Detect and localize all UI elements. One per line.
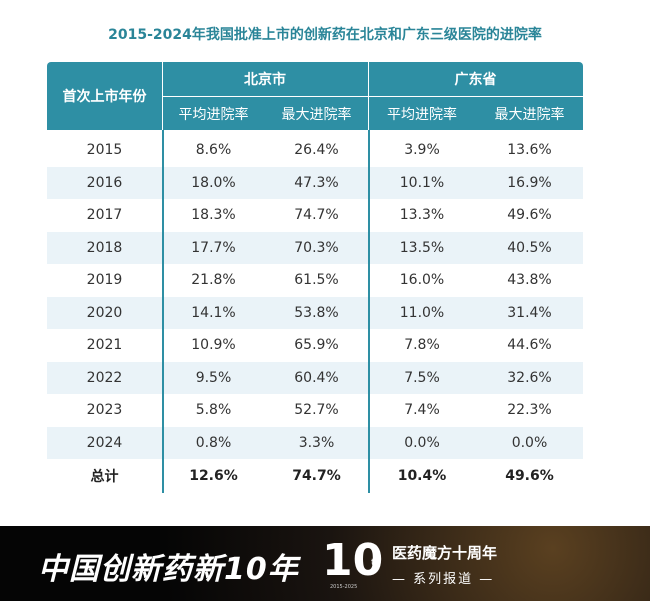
- table-cell: 70.3%: [294, 239, 339, 256]
- total-cell: 74.7%: [292, 468, 341, 484]
- table-cell: 3.9%: [404, 142, 440, 159]
- divider: [162, 96, 583, 97]
- logo-years: 2015-2025: [330, 584, 358, 590]
- table-cell: 47.3%: [294, 174, 339, 191]
- table-cell: 43.8%: [507, 272, 552, 289]
- table-cell: 16.0%: [399, 272, 445, 289]
- brand: 医药魔方十周年: [392, 544, 498, 562]
- table-cell: 10.1%: [399, 174, 445, 191]
- series: — 系列报道 —: [392, 572, 495, 587]
- sub-header: 平均进院率: [387, 106, 457, 123]
- row-bg: [47, 166, 583, 199]
- table-cell: 8.6%: [195, 142, 232, 159]
- table-cell: 2020: [86, 304, 123, 321]
- table-cell: 22.3%: [507, 402, 552, 419]
- table-cell: 13.6%: [507, 142, 552, 159]
- title: 2015-2024年我国批准上市的创新药在北京和广东三级医院的进院率: [108, 27, 542, 43]
- header-cell: 首次上市年份: [62, 89, 147, 105]
- table-cell: 0.8%: [195, 434, 232, 451]
- table-cell: 2017: [86, 207, 123, 224]
- sub-header: 最大进院率: [281, 106, 352, 123]
- table-cell: 44.6%: [507, 337, 552, 354]
- table-cell: 53.8%: [294, 304, 339, 321]
- group-header: 广东省: [454, 72, 497, 88]
- table-cell: 65.9%: [294, 337, 339, 354]
- table-cell: 2021: [86, 337, 123, 354]
- table-cell: 2022: [86, 369, 123, 386]
- table-cell: 2016: [86, 174, 123, 191]
- row-bg: [47, 231, 583, 264]
- table-cell: 7.5%: [404, 369, 440, 386]
- table-cell: 17.7%: [191, 239, 236, 256]
- logo-number: 10: [322, 535, 384, 586]
- table-cell: 10.9%: [191, 337, 236, 354]
- table-cell: 31.4%: [507, 304, 552, 321]
- table-cell: 18.0%: [191, 174, 236, 191]
- table-cell: 60.4%: [294, 369, 339, 386]
- table-cell: 18.3%: [191, 207, 236, 224]
- table-cell: 2018: [86, 239, 123, 256]
- total-cell: 10.4%: [397, 468, 447, 484]
- row-bg: [47, 361, 583, 394]
- table-cell: 3.3%: [298, 434, 335, 451]
- table-cell: 7.8%: [404, 337, 440, 354]
- row-bg: [47, 426, 583, 459]
- table-cell: 0.0%: [511, 434, 548, 451]
- table-cell: 26.4%: [294, 142, 339, 159]
- table-cell: 0.0%: [404, 434, 440, 451]
- table-cell: 32.6%: [507, 369, 552, 386]
- group-header: 北京市: [244, 72, 286, 88]
- total-cell: 49.6%: [505, 468, 554, 484]
- table-cell: 2015: [86, 142, 123, 159]
- table-cell: 52.7%: [294, 402, 339, 419]
- divider: [368, 130, 370, 493]
- table-cell: 2019: [86, 272, 123, 289]
- row-bg: [47, 296, 583, 329]
- table-cell: 13.5%: [399, 239, 445, 256]
- table-cell: 5.8%: [195, 402, 232, 419]
- table-cell: 14.1%: [191, 304, 236, 321]
- total-cell: 12.6%: [189, 468, 238, 484]
- sub-header: 平均进院率: [178, 106, 249, 123]
- logo-suffix: th: [371, 558, 381, 568]
- table-cell: 2023: [86, 402, 123, 419]
- table-cell: 2024: [86, 434, 123, 451]
- table-cell: 13.3%: [399, 207, 445, 224]
- table-cell: 9.5%: [195, 369, 232, 386]
- slogan: 中国创新药新10年: [38, 552, 299, 587]
- table-cell: 16.9%: [507, 174, 552, 191]
- table-cell: 40.5%: [507, 239, 552, 256]
- sub-header: 最大进院率: [494, 106, 565, 123]
- table-cell: 74.7%: [294, 207, 339, 224]
- table-cell: 7.4%: [404, 402, 440, 419]
- total-cell: 总计: [90, 469, 119, 485]
- table-cell: 61.5%: [294, 272, 339, 289]
- table-cell: 49.6%: [507, 207, 552, 224]
- divider: [162, 130, 164, 493]
- table-cell: 21.8%: [191, 272, 236, 289]
- table-cell: 11.0%: [399, 304, 445, 321]
